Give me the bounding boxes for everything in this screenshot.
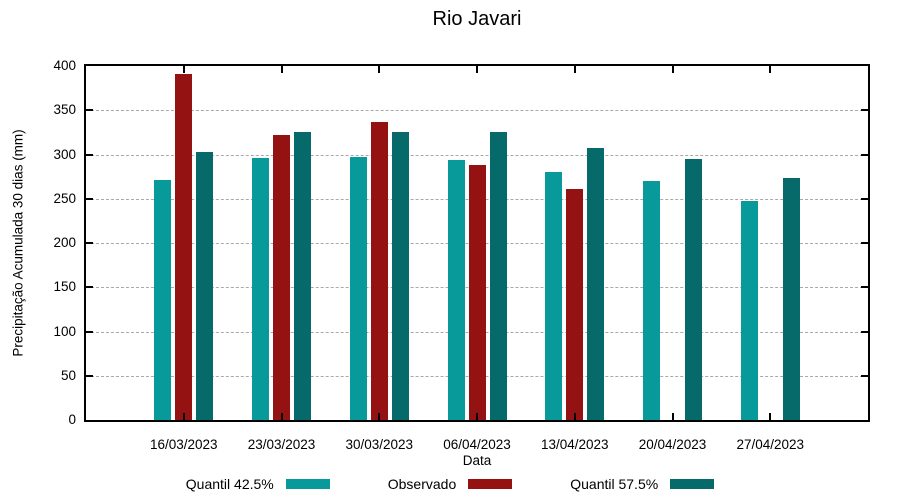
x-tick-mark	[671, 66, 674, 73]
bar-quantil-57-5-	[294, 131, 311, 420]
y-tick-mark	[86, 330, 93, 333]
x-tick-mark	[476, 66, 478, 73]
bar-quantil-42-5-	[740, 201, 758, 420]
x-tick-label: 20/04/2023	[638, 437, 707, 452]
x-tick-label: 23/03/2023	[247, 437, 316, 452]
legend-item-observado: Observado	[387, 476, 513, 492]
bar-quantil-42-5-	[447, 159, 465, 420]
bar-observado	[468, 165, 486, 420]
y-tick-mark	[86, 242, 93, 244]
bar-quantil-57-5-	[391, 131, 409, 420]
legend-swatch-dark-red	[468, 479, 513, 489]
bar-quantil-42-5-	[252, 158, 269, 420]
x-axis-label: Data	[462, 453, 492, 468]
x-tick-mark	[378, 413, 381, 420]
x-tick-mark	[573, 66, 576, 73]
bar-quantil-57-5-	[489, 131, 507, 420]
y-tick-mark	[861, 197, 868, 200]
y-tick-mark	[861, 374, 868, 377]
bar-quantil-42-5-	[545, 172, 563, 420]
x-tick-mark	[476, 413, 478, 420]
y-tick-mark	[861, 286, 868, 289]
bar-observado	[370, 121, 388, 420]
y-tick-mark	[861, 109, 868, 112]
y-tick-label: 400	[53, 58, 76, 73]
y-axis-label: Precipitação Acumulada 30 dias (mm)	[10, 129, 26, 357]
y-tick-mark	[86, 197, 93, 200]
bar-quantil-42-5-	[643, 181, 660, 420]
gridline	[86, 110, 868, 112]
x-tick-label: 27/04/2023	[736, 437, 805, 452]
bar-observado	[273, 135, 290, 420]
y-tick-label: 100	[53, 323, 76, 339]
x-tick-mark	[769, 66, 772, 73]
legend-swatch-teal	[285, 479, 330, 489]
x-tick-label: 06/04/2023	[443, 437, 511, 452]
y-tick-mark	[86, 374, 93, 377]
bar-observado	[175, 73, 193, 420]
x-tick-mark	[671, 413, 674, 420]
y-tick-mark	[861, 242, 868, 244]
bar-quantil-57-5-	[196, 151, 214, 420]
legend-item-quantil-57-5: Quantil 57.5%	[570, 476, 715, 492]
y-tick-label: 50	[60, 367, 76, 383]
y-tick-mark	[861, 153, 868, 156]
y-tick-label: 350	[53, 102, 76, 118]
gridline	[86, 154, 868, 156]
legend-label: Quantil 57.5%	[570, 476, 659, 492]
y-tick-label: 150	[53, 279, 76, 295]
legend-swatch-dark-teal	[670, 479, 715, 489]
x-tick-mark	[769, 413, 772, 420]
legend-item-quantil-42-5: Quantil 42.5%	[186, 476, 330, 492]
x-tick-mark	[280, 413, 283, 420]
y-tick-mark	[86, 153, 93, 156]
y-tick-mark	[861, 330, 868, 333]
x-tick-label: 30/03/2023	[345, 437, 414, 452]
legend-label: Observado	[387, 476, 457, 492]
bar-quantil-57-5-	[782, 177, 800, 420]
bar-observado	[566, 189, 584, 420]
x-tick-label: 13/04/2023	[540, 437, 609, 452]
legend: Quantil 42.5% Observado Quantil 57.5%	[0, 474, 900, 494]
x-tick-label: 16/03/2023	[149, 437, 218, 452]
y-tick-mark	[86, 109, 93, 112]
y-tick-label: 250	[53, 190, 76, 206]
y-tick-label: 200	[53, 235, 76, 250]
x-tick-mark	[378, 66, 381, 73]
x-tick-mark	[573, 413, 576, 420]
bar-quantil-42-5-	[154, 180, 172, 420]
legend-label: Quantil 42.5%	[185, 476, 274, 492]
y-tick-label: 0	[68, 412, 76, 427]
bar-quantil-57-5-	[587, 148, 605, 420]
plot-area	[84, 64, 870, 422]
y-tick-mark	[86, 286, 93, 289]
x-tick-mark	[182, 413, 185, 420]
bar-quantil-42-5-	[349, 157, 367, 420]
y-tick-label: 300	[53, 146, 76, 162]
chart-title: Rio Javari	[432, 8, 522, 30]
bar-quantil-57-5-	[685, 158, 702, 420]
x-tick-mark	[280, 66, 283, 73]
x-tick-mark	[182, 66, 185, 73]
